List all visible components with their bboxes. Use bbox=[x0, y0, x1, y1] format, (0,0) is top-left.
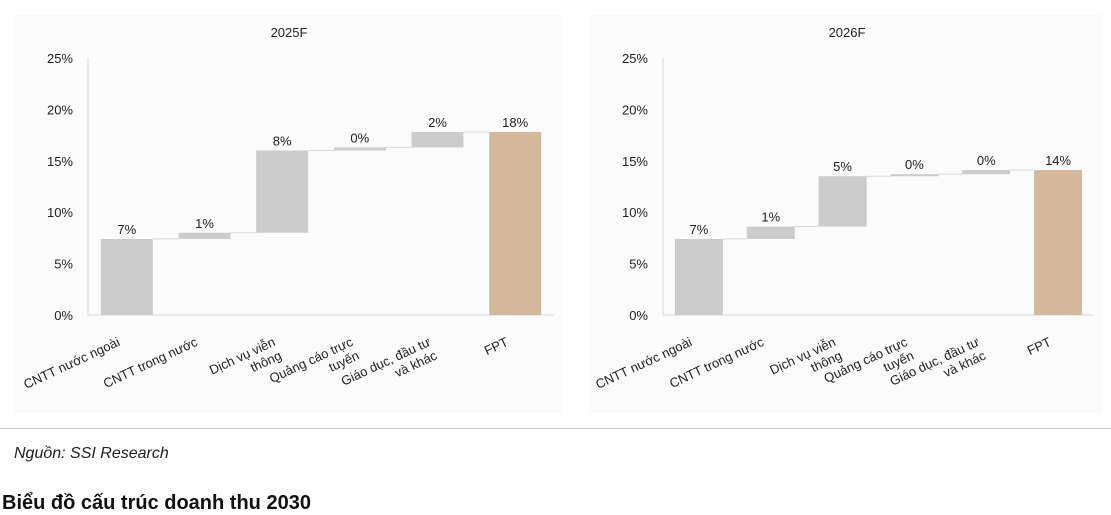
y-tick-label: 10% bbox=[47, 205, 73, 220]
y-tick-label: 20% bbox=[47, 102, 73, 117]
step-bar bbox=[746, 226, 795, 239]
data-label: 7% bbox=[117, 222, 136, 237]
data-label: 1% bbox=[761, 210, 780, 225]
data-label: 7% bbox=[690, 222, 709, 237]
y-tick-label: 25% bbox=[622, 51, 648, 66]
y-tick-label: 10% bbox=[622, 205, 648, 220]
step-bar bbox=[333, 147, 386, 151]
step-bar bbox=[256, 150, 309, 233]
x-category-label-line: FPT bbox=[482, 334, 511, 358]
y-tick-label: 5% bbox=[629, 257, 648, 272]
chart-panel-2026f: 2026F 0% 5% 10% 15% 20% 25% 7% 1% 5% 0% 0% 14% CNTT n… bbox=[589, 14, 1101, 414]
total-bar bbox=[489, 132, 542, 315]
chart-title: 2025F bbox=[271, 25, 308, 40]
data-label: 5% bbox=[833, 159, 852, 174]
total-bar bbox=[1034, 170, 1083, 315]
y-tick-label: 5% bbox=[54, 257, 73, 272]
step-bar bbox=[411, 132, 464, 148]
step-bar bbox=[674, 238, 723, 315]
section-heading: Biểu đồ cấu trúc doanh thu 2030 bbox=[2, 492, 311, 514]
x-category-label: FPT bbox=[482, 334, 511, 358]
data-label: 8% bbox=[273, 134, 292, 149]
x-category-label: FPT bbox=[1025, 334, 1054, 358]
chart-title: 2026F bbox=[829, 25, 866, 40]
y-tick-label: 15% bbox=[622, 154, 648, 169]
source-note: Nguồn: SSI Research bbox=[14, 445, 169, 462]
step-bar bbox=[962, 170, 1011, 175]
data-label: 0% bbox=[977, 153, 996, 168]
x-category-label-line: FPT bbox=[1025, 334, 1054, 358]
step-bar bbox=[890, 174, 939, 177]
data-label: 18% bbox=[502, 115, 528, 130]
y-tick-label: 0% bbox=[629, 308, 648, 323]
data-label: 1% bbox=[195, 216, 214, 231]
y-tick-label: 0% bbox=[54, 308, 73, 323]
step-bar bbox=[818, 176, 867, 227]
data-label: 0% bbox=[350, 130, 369, 145]
data-label: 14% bbox=[1045, 153, 1071, 168]
y-tick-label: 25% bbox=[47, 51, 73, 66]
step-bar bbox=[100, 238, 153, 315]
data-label: 2% bbox=[428, 115, 447, 130]
data-label: 0% bbox=[905, 157, 924, 172]
step-bar bbox=[178, 232, 231, 239]
y-tick-label: 15% bbox=[47, 154, 73, 169]
y-tick-label: 20% bbox=[622, 102, 648, 117]
section-divider bbox=[0, 428, 1111, 429]
chart-panel-2025f: 2025F 0% 5% 10% 15% 20% 25% 7% 1% 8% 0% 2% 18% CNTT n… bbox=[14, 14, 562, 414]
